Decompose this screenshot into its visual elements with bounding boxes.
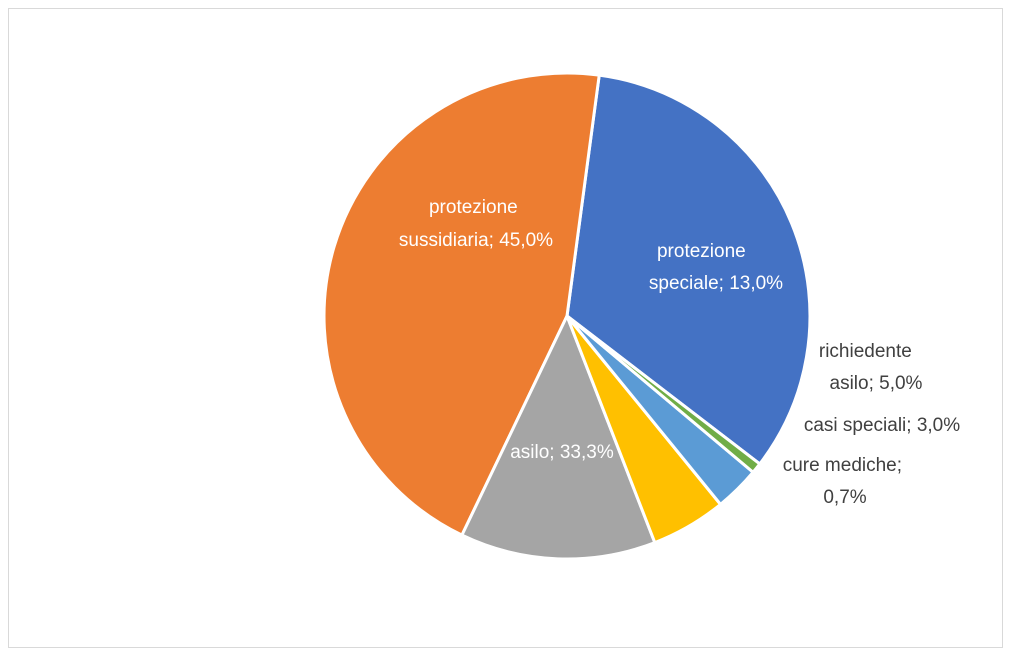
slice-cure-mediche (565, 314, 762, 474)
pie-slices (322, 71, 812, 561)
label-richiedente-asilo: richiedente asilo; 5,0% (819, 341, 923, 394)
label-asilo: asilo; 33,3% (510, 442, 614, 463)
slice-protezione-speciale (460, 314, 657, 561)
label-cure-mediche: cure mediche; 0,7% (783, 455, 908, 508)
slice-asilo (565, 73, 812, 466)
label-casi-speciali: casi speciali; 3,0% (804, 415, 960, 436)
label-protezione-speciale: protezione speciale; 13,0% (649, 241, 783, 294)
slice-protezione-sussidiaria (322, 71, 601, 537)
label-protezione-sussidiaria: protezione sussidiaria; 45,0% (399, 197, 553, 251)
